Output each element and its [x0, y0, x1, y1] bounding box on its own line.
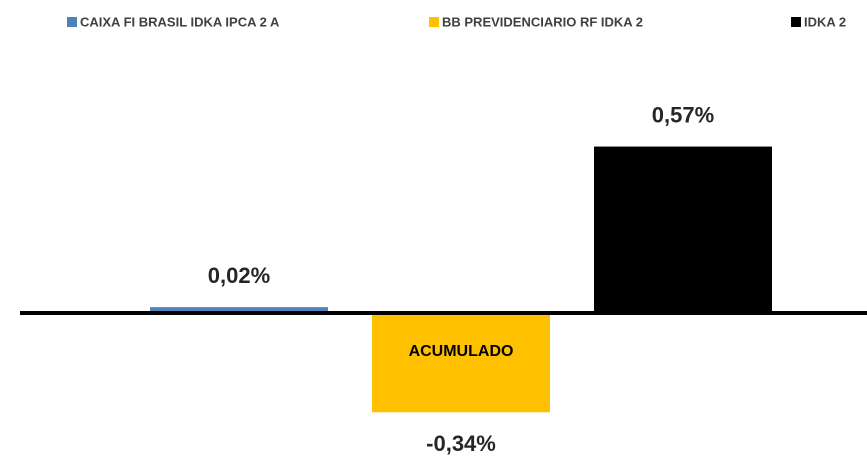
legend-marker — [67, 17, 77, 27]
value-label: -0,34% — [426, 431, 496, 456]
value-label: 0,02% — [208, 263, 270, 288]
legend-label: IDKA 2 — [804, 14, 846, 29]
legend-label: BB PREVIDENCIARIO RF IDKA 2 — [442, 14, 643, 29]
category-label: ACUMULADO — [409, 343, 514, 360]
legend-marker — [429, 17, 439, 27]
bar — [372, 313, 550, 413]
legend-marker — [791, 17, 801, 27]
bar — [150, 307, 328, 313]
value-label: 0,57% — [652, 102, 714, 127]
legend-label: CAIXA FI BRASIL IDKA IPCA 2 A — [80, 14, 280, 29]
bar — [594, 146, 772, 313]
